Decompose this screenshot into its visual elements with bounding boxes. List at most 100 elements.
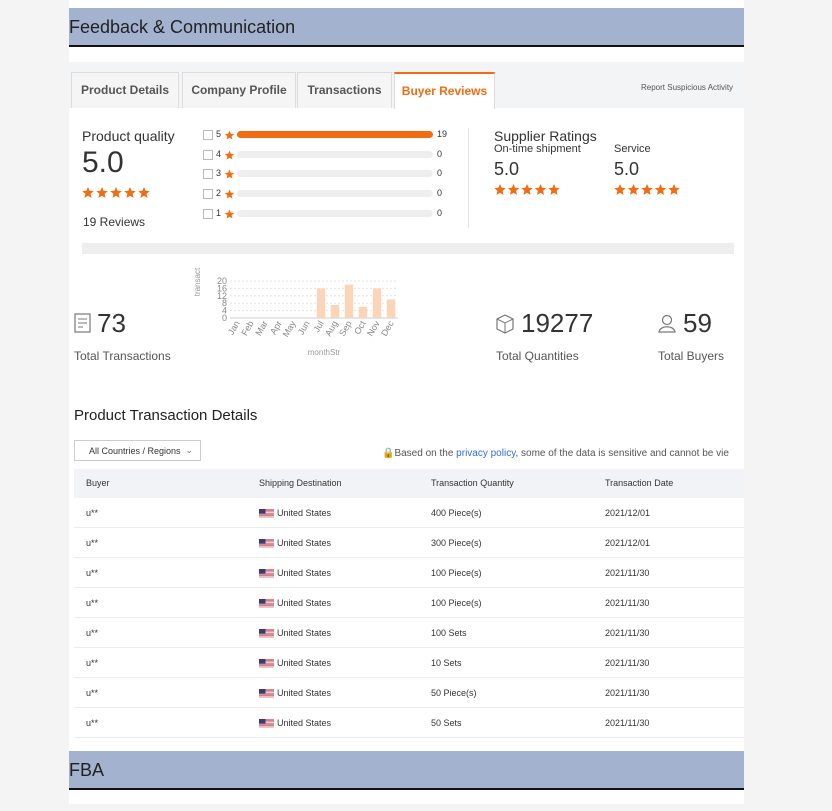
column-header: Transaction Quantity	[431, 478, 514, 488]
star-level: 5	[216, 129, 222, 139]
y-tick-label: 20	[217, 276, 227, 286]
table-cell: 50 Sets	[431, 718, 462, 728]
x-tick-label: Jan	[226, 319, 242, 337]
star-icon	[124, 187, 136, 198]
stars	[494, 184, 560, 195]
notice-text: Based on the	[394, 448, 457, 459]
row-divider	[74, 707, 744, 708]
table-cell: United States	[277, 508, 332, 518]
table-cell: 100 Piece(s)	[431, 568, 482, 578]
table-cell: 300 Piece(s)	[431, 538, 482, 548]
x-tick-label: Sep	[337, 319, 354, 338]
checkbox	[203, 208, 213, 219]
mini-chart: transact monthStr 048121620JanFebMarAprM…	[193, 267, 398, 357]
star-icon	[614, 184, 626, 195]
column-header: Transaction Date	[605, 478, 674, 488]
table-header	[74, 469, 744, 498]
tab[interactable]: Product Details	[71, 72, 179, 108]
stat-label: Total Quantities	[496, 349, 579, 363]
bar	[344, 284, 354, 318]
row-divider	[74, 557, 744, 558]
section-title: FBA	[69, 760, 105, 780]
x-tick-label: Jul	[311, 319, 325, 334]
row-divider	[74, 737, 744, 738]
table-cell: 100 Piece(s)	[431, 598, 482, 608]
star-icon	[494, 184, 506, 195]
dropdown-arrow: ⌄	[185, 445, 193, 455]
table-cell: United States	[277, 688, 332, 698]
rating-count: 0	[437, 148, 443, 159]
stat-icon	[496, 314, 514, 334]
table-cell: United States	[277, 568, 332, 578]
tab[interactable]: Buyer Reviews	[394, 72, 495, 109]
rating-score: 5.0	[494, 159, 520, 179]
row-divider	[74, 617, 744, 618]
table-cell: United States	[277, 538, 332, 548]
table-cell: 100 Sets	[431, 628, 467, 638]
star-row	[613, 183, 681, 202]
x-tick-label: Dec	[379, 319, 396, 338]
star-level: 1	[216, 207, 222, 218]
star-icon	[224, 169, 235, 179]
star-icon	[641, 184, 653, 195]
table-cell: 2021/11/30	[605, 628, 650, 638]
star-row	[493, 183, 561, 202]
table-cell: 2021/11/30	[605, 718, 650, 728]
star-icon	[224, 150, 235, 160]
column-header: Shipping Destination	[259, 478, 342, 488]
star-icon	[654, 184, 667, 195]
y-axis-title: transact	[193, 267, 202, 296]
star-icon	[507, 184, 520, 195]
star-icon	[138, 187, 150, 198]
stat-icon	[658, 314, 676, 333]
y-tick-label: 16	[217, 283, 227, 293]
flag-icon	[259, 689, 274, 698]
x-tick-label: Nov	[365, 319, 382, 338]
y-tick-label: 0	[222, 313, 227, 323]
bar	[372, 288, 382, 318]
rating-track	[237, 150, 433, 158]
rating-track	[237, 170, 433, 178]
rating-count: 0	[437, 207, 443, 218]
rating-label: Service	[614, 143, 651, 155]
tab[interactable]: Company Profile	[182, 72, 296, 108]
table-cell: u**	[86, 688, 99, 698]
star-level: 4	[216, 148, 222, 159]
rating-count: 0	[437, 168, 443, 179]
table-cell: 2021/12/01	[605, 508, 651, 518]
checkbox	[203, 169, 213, 180]
table-cell: u**	[86, 658, 99, 668]
table-cell: United States	[277, 598, 332, 608]
flag-icon	[259, 659, 274, 668]
report-link[interactable]: Report Suspicious Activity	[641, 83, 734, 92]
star-icon	[96, 187, 108, 198]
supplier-title: Supplier Ratings	[494, 128, 597, 144]
filter-label: All Countries / Regions	[89, 446, 181, 456]
bar	[330, 305, 340, 318]
table-cell: 10 Sets	[431, 658, 462, 668]
table-cell: 2021/11/30	[605, 688, 650, 698]
stat-value: 59	[683, 308, 712, 338]
flag-icon	[259, 569, 274, 578]
privacy-link[interactable]: privacy policy	[456, 448, 516, 459]
table-cell: u**	[86, 508, 99, 518]
rating-count: 0	[437, 188, 443, 199]
tab-bar: Product Details Company Profile Transact…	[69, 62, 744, 109]
table-cell: United States	[277, 658, 332, 668]
section-header: FBA	[69, 751, 744, 790]
region-filter[interactable]: All Countries / Regions ⌄	[74, 440, 201, 461]
content: Feedback & Communication Product Details…	[69, 0, 744, 804]
table-cell: u**	[86, 598, 99, 608]
flag-icon	[259, 599, 274, 608]
rating-track	[237, 209, 433, 217]
x-tick-label: Jun	[296, 319, 312, 337]
flag-icon	[259, 509, 274, 518]
flag-icon	[259, 539, 274, 548]
tab[interactable]: Transactions	[297, 72, 392, 108]
details-title: Product Transaction Details	[74, 407, 258, 424]
table-cell: 50 Piece(s)	[431, 688, 477, 698]
scroll-track	[82, 243, 734, 254]
reviews-count: 19 Reviews	[83, 215, 146, 229]
stars	[614, 184, 680, 195]
